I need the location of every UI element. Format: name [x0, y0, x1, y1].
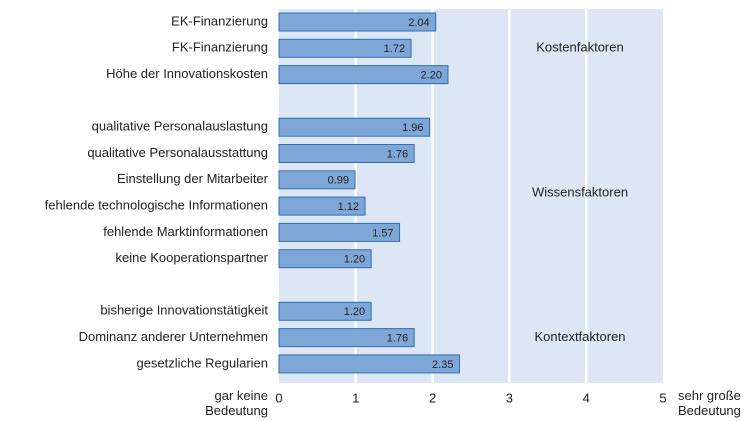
- bar: [278, 12, 437, 32]
- value-label: 2.20: [421, 70, 442, 82]
- value-label: 2.04: [408, 17, 429, 29]
- x-tick-label: 1: [352, 390, 359, 405]
- group-label: Wissensfaktoren: [532, 184, 628, 199]
- y-tick-label: Einstellung der Mitarbeiter: [117, 171, 269, 186]
- bar: [278, 170, 356, 190]
- bar: [278, 222, 401, 242]
- bar: [278, 117, 431, 137]
- group-label: Kontextfaktoren: [534, 329, 625, 344]
- y-tick-label: bisherige Innovationstätigkeit: [100, 303, 268, 318]
- value-label: 1.72: [384, 43, 405, 55]
- bar: [278, 328, 415, 348]
- y-tick-label: Höhe der Innovationskosten: [106, 66, 268, 81]
- x-label-right: sehr große Bedeutung: [678, 388, 741, 418]
- y-tick-label: fehlende technologische Informationen: [45, 198, 268, 213]
- bar: [278, 65, 449, 85]
- y-tick-label: qualitative Personalauslastung: [92, 119, 268, 134]
- bar: [278, 249, 372, 269]
- value-label: 1.57: [372, 227, 393, 239]
- bar: [278, 301, 372, 321]
- value-label: 1.96: [402, 122, 423, 134]
- group-label: Kostenfaktoren: [536, 40, 623, 55]
- y-tick-label: Dominanz anderer Unternehmen: [79, 329, 268, 344]
- x-tick-label: 4: [583, 390, 590, 405]
- bar: [278, 354, 460, 374]
- bar: [278, 196, 366, 216]
- bar: [278, 144, 415, 163]
- y-tick-label: fehlende Marktinformationen: [103, 224, 268, 239]
- x-tick-label: 5: [659, 390, 666, 405]
- bar: [278, 38, 412, 58]
- x-tick-label: 0: [275, 390, 282, 405]
- value-label: 1.12: [338, 201, 359, 213]
- x-tick-label: 3: [506, 390, 513, 405]
- y-tick-label: keine Kooperationspartner: [116, 250, 269, 265]
- value-label: 1.20: [344, 306, 365, 318]
- x-tick-label: 2: [429, 390, 436, 405]
- value-label: 1.76: [387, 148, 408, 160]
- y-tick-label: gesetzliche Regularien: [136, 355, 268, 370]
- value-label: 1.20: [344, 254, 365, 266]
- y-tick-label: EK-Finanzierung: [171, 13, 268, 28]
- value-label: 2.35: [432, 359, 453, 371]
- y-tick-label: qualitative Personalausstattung: [87, 145, 268, 160]
- y-tick-label: FK-Finanzierung: [172, 40, 268, 55]
- value-label: 1.76: [387, 333, 408, 345]
- value-label: 0.99: [328, 175, 349, 187]
- x-label-left: gar keine Bedeutung: [205, 388, 268, 418]
